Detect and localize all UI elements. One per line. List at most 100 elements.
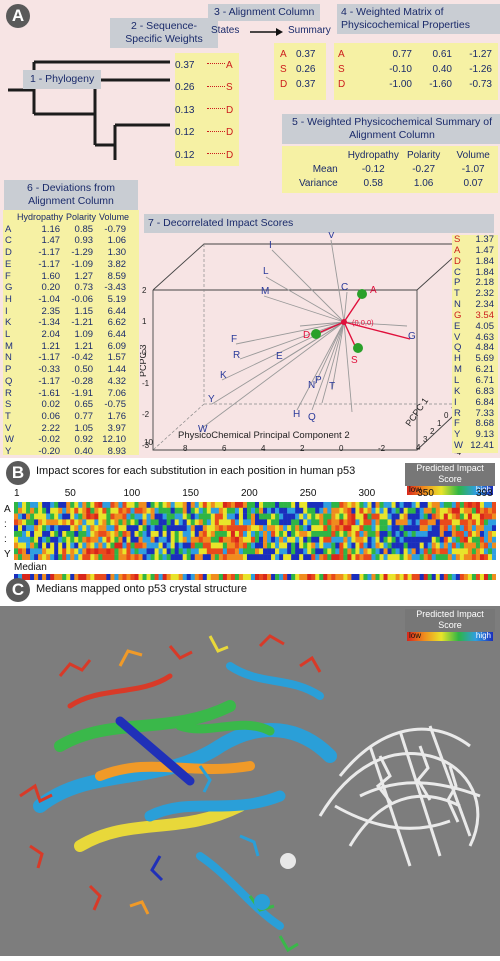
heatmap-cell	[431, 507, 437, 514]
heatmap-cell	[62, 542, 67, 549]
median-cell	[491, 574, 496, 580]
heatmap-cell	[471, 513, 477, 520]
heatmap-cell	[94, 536, 99, 543]
heatmap-cell	[299, 525, 304, 532]
heatmap-cell	[118, 548, 123, 555]
heatmap-cell	[287, 542, 292, 549]
median-cell	[198, 574, 204, 580]
heatmap-cell	[66, 536, 71, 543]
deviations-aa: Y	[5, 446, 12, 458]
impact-row: K 6.83	[454, 386, 494, 398]
heatmap-cell	[174, 513, 179, 520]
heatmap-cell	[14, 536, 19, 543]
heatmap-cell	[459, 519, 465, 526]
summary5-header-cell: Polarity	[406, 150, 441, 161]
heatmap-cell	[263, 507, 268, 514]
heatmap-cell	[146, 513, 151, 520]
y-tick: 2	[430, 427, 435, 436]
heatmap-cell	[246, 531, 252, 537]
heatmap-cell	[435, 542, 441, 549]
heatmap-cell	[299, 542, 304, 549]
heatmap-cell	[46, 507, 51, 514]
heatmap-cell	[30, 548, 35, 555]
heatmap-cell	[387, 548, 392, 555]
heatmap-cell	[70, 531, 75, 537]
heatmap-cell	[110, 513, 115, 520]
heatmap-cell	[259, 548, 264, 555]
median-cell	[150, 574, 155, 580]
heatmap-cell	[395, 531, 400, 537]
heatmap-cell	[291, 554, 296, 560]
heatmap-cell	[347, 536, 352, 543]
impact-aa: V	[454, 331, 461, 343]
heatmap-cell	[38, 513, 43, 520]
median-cell	[379, 574, 384, 580]
deviations-value: 2.22	[41, 422, 61, 434]
heatmap-cell	[415, 502, 420, 508]
heatmap-cell	[467, 513, 473, 520]
heatmap-cell	[178, 513, 183, 520]
panel-c-badge: C	[6, 578, 30, 602]
heatmap-cell	[94, 548, 99, 555]
heatmap-cell	[122, 525, 127, 532]
heatmap-cell	[355, 548, 360, 555]
deviations-aa: L	[5, 329, 11, 341]
matrix-box: A 0.77 0.61 -1.27 S -0.10 0.40 -1.26 D -1.00 -1.60…	[334, 43, 498, 100]
matrix-row: A 0.77 0.61 -1.27	[338, 47, 492, 62]
plot-point-label: H	[293, 409, 300, 420]
heatmap-cell	[158, 507, 163, 514]
heatmap-cell	[250, 542, 256, 549]
heatmap-cell	[383, 525, 388, 532]
impact-value: 12.41	[470, 440, 494, 452]
heatmap-cell	[387, 507, 392, 514]
heatmap-cell	[242, 507, 248, 514]
impact-aa: W	[454, 440, 463, 452]
heatmap-cell	[355, 502, 360, 508]
heatmap-cell	[86, 536, 91, 543]
median-cell	[94, 574, 99, 580]
heatmap-cell	[26, 513, 31, 520]
heatmap-cell	[30, 525, 35, 532]
deviations-aa: C	[5, 235, 12, 247]
heatmap-cell	[263, 525, 268, 532]
heatmap-cell	[202, 525, 208, 532]
heatmap-cell	[74, 519, 79, 526]
median-cell	[483, 574, 489, 580]
median-cell	[42, 574, 47, 580]
heatmap-cell	[375, 548, 380, 555]
heatmap-cell	[263, 542, 268, 549]
heatmap-cell	[415, 519, 420, 526]
weight-connector	[207, 153, 225, 155]
heatmap-cell	[126, 502, 131, 508]
impact-value: 5.69	[475, 353, 495, 365]
impact-value: 8.68	[475, 418, 495, 430]
median-strip	[14, 574, 496, 580]
heatmap-cell	[475, 502, 481, 508]
deviations-row: W -0.02 0.92 12.10	[5, 434, 132, 446]
heatmap-cell	[335, 548, 340, 555]
heatmap-cell	[463, 542, 469, 549]
heatmap-cell	[395, 519, 400, 526]
heatmap-cell	[419, 519, 424, 526]
position-tick: 200	[241, 488, 258, 499]
heatmap-cell	[34, 531, 39, 537]
deviations-box: Hydropathy Polarity Volume A 1.16 0.85 -0.79 C 1…	[3, 210, 139, 458]
heatmap-cell	[375, 525, 380, 532]
heatmap-cell	[54, 502, 59, 508]
heatmap-cell	[38, 536, 43, 543]
plot-point-label: A	[370, 285, 377, 296]
heatmap-cell	[86, 525, 91, 532]
median-cell	[467, 574, 473, 580]
heatmap-cell	[50, 519, 55, 526]
heatmap-cell	[471, 531, 477, 537]
heatmap-cell	[479, 531, 485, 537]
heatmap-cell	[335, 554, 340, 560]
median-cell	[275, 574, 280, 580]
heatmap-cell	[339, 531, 344, 537]
heatmap-cell	[415, 507, 420, 514]
heatmap-cell	[66, 542, 71, 549]
heatmap-cell	[255, 542, 260, 549]
heatmap-cell	[479, 548, 485, 555]
heatmap-cell	[242, 542, 248, 549]
median-cell	[359, 574, 364, 580]
